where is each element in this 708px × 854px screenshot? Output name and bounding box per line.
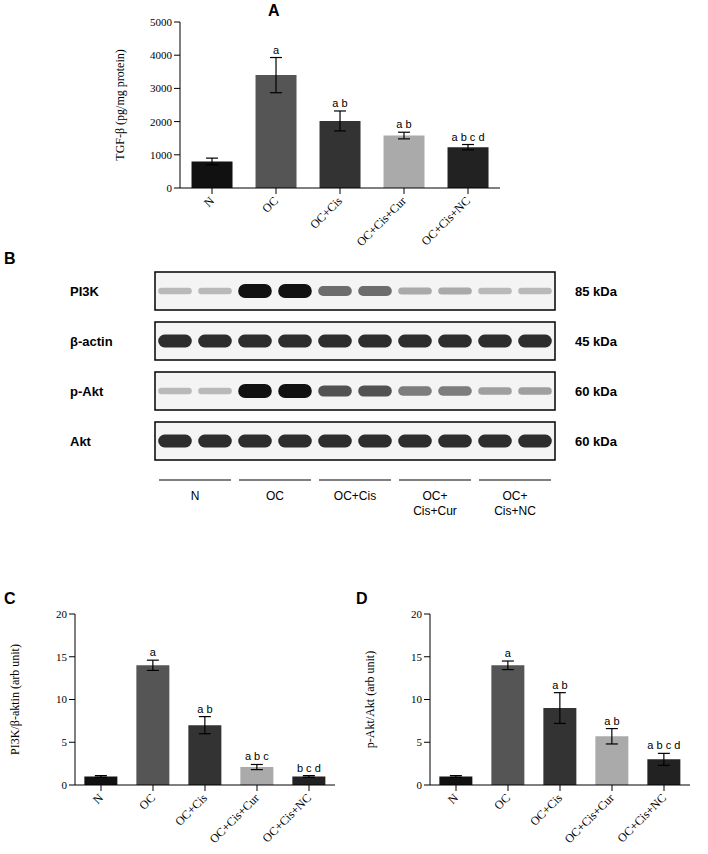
svg-text:OC: OC (259, 194, 281, 216)
svg-text:15: 15 (56, 651, 68, 663)
svg-text:N: N (445, 791, 461, 807)
svg-text:Cis+Cur: Cis+Cur (413, 504, 457, 518)
svg-text:20: 20 (411, 608, 423, 620)
svg-text:b c d: b c d (297, 762, 321, 774)
svg-text:a b c d: a b c d (647, 739, 680, 751)
svg-text:OC+Cis+Cur: OC+Cis+Cur (354, 194, 409, 249)
svg-text:OC: OC (266, 489, 284, 503)
svg-text:OC+: OC+ (422, 489, 447, 503)
svg-text:15: 15 (411, 651, 423, 663)
svg-text:Cis+NC: Cis+NC (494, 504, 536, 518)
svg-text:0: 0 (417, 779, 423, 791)
html-text:C: C (4, 590, 16, 607)
svg-text:N: N (191, 489, 200, 503)
svg-text:OC+Cis+NC: OC+Cis+NC (615, 791, 669, 845)
svg-text:a b: a b (604, 715, 619, 727)
svg-text:3000: 3000 (150, 82, 173, 94)
svg-text:10: 10 (411, 693, 423, 705)
svg-text:2000: 2000 (150, 116, 173, 128)
svg-text:60 kDa: 60 kDa (575, 384, 618, 399)
svg-text:a: a (505, 647, 512, 659)
svg-text:20: 20 (56, 608, 68, 620)
svg-text:85 kDa: 85 kDa (575, 284, 618, 299)
html-text:B: B (4, 250, 16, 267)
html-text:A: A (268, 2, 280, 19)
svg-text:N: N (90, 791, 106, 807)
svg-text:45 kDa: 45 kDa (575, 334, 618, 349)
svg-text:1000: 1000 (150, 149, 173, 161)
svg-text:a b: a b (552, 679, 567, 691)
svg-text:10: 10 (56, 693, 68, 705)
svg-text:5: 5 (62, 736, 68, 748)
svg-text:0: 0 (62, 779, 68, 791)
svg-text:PI3K: PI3K (70, 284, 100, 299)
svg-text:4000: 4000 (150, 49, 173, 61)
svg-text:Akt: Akt (70, 434, 92, 449)
svg-text:N: N (201, 194, 217, 210)
svg-text:OC+Cis: OC+Cis (307, 194, 345, 232)
svg-text:OC+Cis: OC+Cis (172, 791, 210, 829)
svg-text:5000: 5000 (150, 16, 173, 28)
svg-text:OC+Cis: OC+Cis (527, 791, 565, 829)
svg-text:a b c d: a b c d (452, 131, 485, 143)
svg-text:OC+Cis: OC+Cis (334, 489, 376, 503)
svg-text:5: 5 (417, 736, 423, 748)
svg-text:PI3K/β-aktin (arb unit): PI3K/β-aktin (arb unit) (8, 644, 22, 755)
svg-text:β-actin: β-actin (70, 334, 113, 349)
svg-text:a b: a b (396, 118, 411, 130)
svg-text:OC+Cis+NC: OC+Cis+NC (260, 791, 314, 845)
svg-text:OC+: OC+ (502, 489, 527, 503)
svg-text:a: a (150, 646, 157, 658)
svg-text:OC+Cis+Cur: OC+Cis+Cur (207, 791, 262, 846)
svg-text:OC: OC (491, 791, 513, 813)
svg-text:OC: OC (136, 791, 158, 813)
svg-text:OC+Cis+NC: OC+Cis+NC (419, 194, 473, 248)
svg-text:0: 0 (167, 182, 173, 194)
svg-text:p-Akt/Akt (arb unit): p-Akt/Akt (arb unit) (363, 651, 377, 748)
svg-text:p-Akt: p-Akt (70, 384, 104, 399)
svg-text:a: a (273, 44, 280, 56)
svg-text:a b c: a b c (245, 750, 269, 762)
svg-text:TGF-β (pg/mg protein): TGF-β (pg/mg protein) (113, 49, 127, 160)
svg-text:OC+Cis+Cur: OC+Cis+Cur (562, 791, 617, 846)
html-text:D: D (356, 590, 368, 607)
svg-text:a b: a b (332, 97, 347, 109)
svg-text:a b: a b (197, 703, 212, 715)
svg-text:60 kDa: 60 kDa (575, 434, 618, 449)
